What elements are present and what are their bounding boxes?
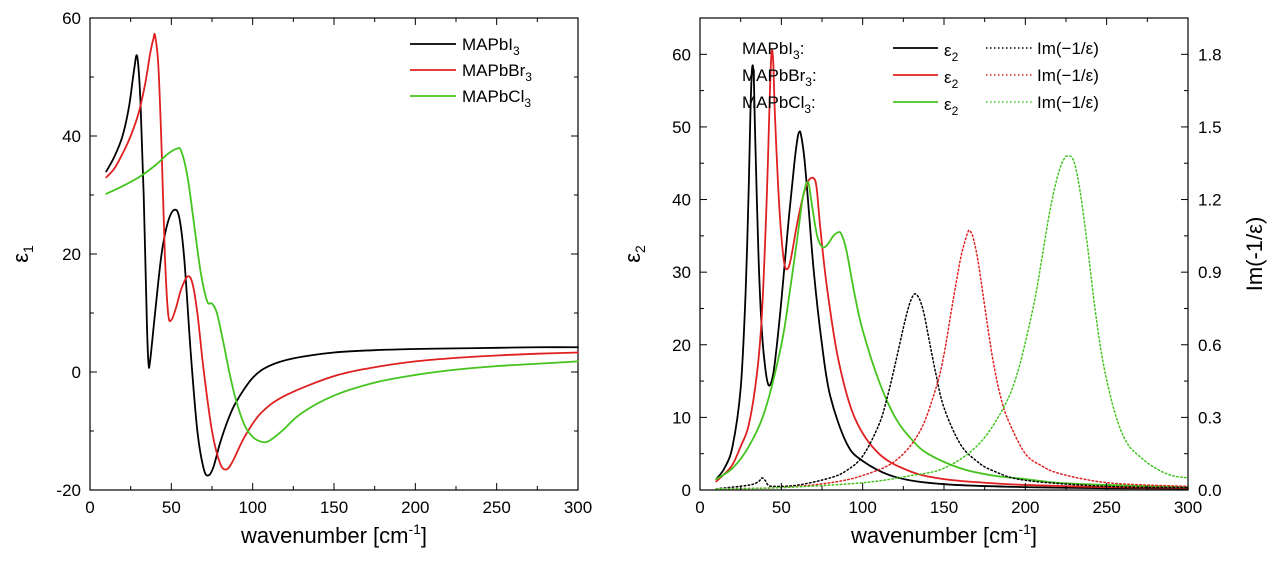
y-tick-label: 60 [672, 45, 691, 64]
y2-tick-label: 0.3 [1198, 408, 1222, 427]
x-tick-label: 100 [848, 498, 876, 517]
y2-tick-label: 0.6 [1198, 336, 1222, 355]
series-line-1 [715, 49, 1189, 489]
legend-loss-label: Im(−1/ε) [1037, 39, 1099, 58]
legend-loss-label: Im(−1/ε) [1037, 66, 1099, 85]
x-tick-label: 200 [401, 498, 429, 517]
legend-label: MAPbI3 [462, 35, 520, 58]
y-tick-label: 0 [682, 481, 691, 500]
x-tick-label: 300 [1174, 498, 1202, 517]
tick-layer: 0 50 100 150 200 250 300 0 10 20 30 40 50 60 0.0 0.3 0.6… [672, 17, 1222, 517]
legend-item: MAPbI3 [410, 35, 520, 58]
legend-eps2-label: ε2 [944, 95, 959, 118]
series-line-5 [715, 155, 1189, 490]
series-line-2 [715, 181, 1189, 488]
legend-label: MAPbBr3 [462, 61, 532, 84]
y-tick-label: 30 [672, 263, 691, 282]
x-tick-label: 250 [482, 498, 510, 517]
x-tick-label: 100 [238, 498, 266, 517]
y-tick-label: 40 [62, 127, 81, 146]
legend-label: MAPbCl3 [462, 87, 531, 110]
y2-tick-label: 0.0 [1198, 481, 1222, 500]
series-line-3 [715, 293, 1189, 490]
legend-item: MAPbBr3: ε2 Im(−1/ε) [742, 66, 1099, 91]
x-tick-label: 200 [1011, 498, 1039, 517]
y-tick-label: 40 [672, 191, 691, 210]
legend: MAPbI3: ε2 Im(−1/ε)MAPbBr3: ε2 Im(−1/ε)MAPbC… [742, 39, 1099, 118]
legend-label: MAPbI3: [742, 39, 804, 62]
y-tick-label: 20 [62, 245, 81, 264]
legend-label: MAPbBr3: [742, 66, 817, 89]
y2-tick-label: 0.9 [1198, 263, 1222, 282]
x-tick-label: 150 [320, 498, 348, 517]
legend: MAPbI3 MAPbBr3 MAPbCl3 [410, 35, 532, 110]
series-line-1 [105, 32, 579, 471]
x-axis-label: wavenumber [cm-1] [240, 521, 427, 548]
y2-tick-label: 1.8 [1198, 45, 1222, 64]
y-axis-label: ε2 [620, 245, 648, 263]
y-tick-label: 10 [672, 408, 691, 427]
y-tick-label: 50 [672, 118, 691, 137]
legend-item: MAPbI3: ε2 Im(−1/ε) [742, 39, 1099, 64]
series-layer [715, 49, 1189, 490]
legend-eps2-label: ε2 [944, 68, 959, 91]
x-tick-label: 50 [162, 498, 181, 517]
legend-item: MAPbCl3 [410, 87, 531, 110]
x-tick-label: 50 [772, 498, 791, 517]
legend-item: MAPbCl3: ε2 Im(−1/ε) [742, 93, 1099, 118]
y-tick-label: 20 [672, 336, 691, 355]
y-tick-label: 60 [62, 9, 81, 28]
series-line-2 [105, 147, 579, 444]
x-tick-label: 0 [85, 498, 94, 517]
epsilon2-loss-chart: 0 50 100 150 200 250 300 0 10 20 30 40 50 60 0.0 0.3 0.6… [620, 17, 1267, 548]
y2-tick-label: 1.2 [1198, 191, 1222, 210]
y-tick-label: 0 [72, 363, 81, 382]
x-axis-label: wavenumber [cm-1] [850, 521, 1037, 548]
legend-label: MAPbCl3: [742, 93, 816, 116]
y-axis-label: ε1 [8, 245, 36, 263]
series-line-0 [715, 64, 1189, 490]
x-tick-label: 250 [1092, 498, 1120, 517]
x-tick-label: 150 [930, 498, 958, 517]
x-tick-label: 300 [564, 498, 592, 517]
legend-loss-label: Im(−1/ε) [1037, 93, 1099, 112]
x-tick-label: 0 [695, 498, 704, 517]
series-line-0 [105, 54, 579, 477]
y2-axis-label: Im(-1/ε) [1242, 217, 1267, 292]
legend-eps2-label: ε2 [944, 41, 959, 64]
y-tick-label: -20 [56, 481, 81, 500]
y2-tick-label: 1.5 [1198, 118, 1222, 137]
series-layer [105, 32, 579, 477]
legend-item: MAPbBr3 [410, 61, 532, 84]
